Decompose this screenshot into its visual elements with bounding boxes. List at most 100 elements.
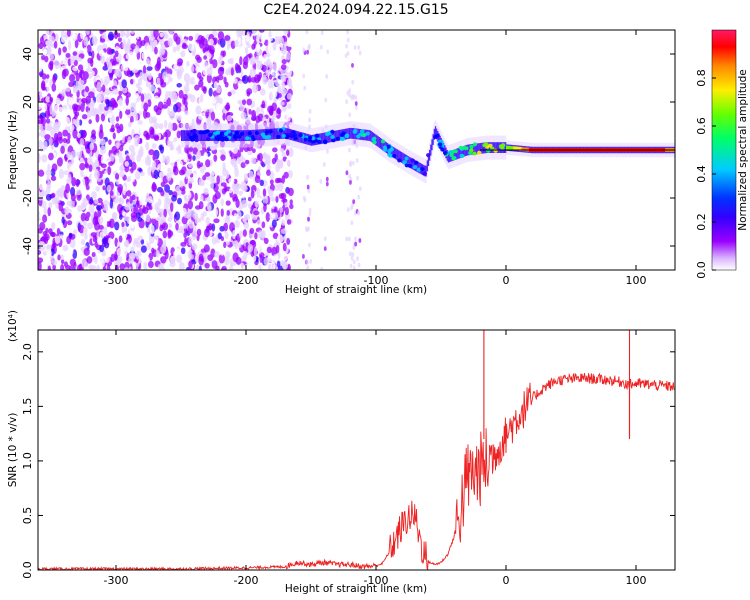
ridge-band — [298, 131, 300, 143]
noise-speckle — [307, 188, 311, 194]
noise-speckle — [196, 160, 201, 169]
noise-speckle — [67, 132, 71, 140]
noise-speckle — [194, 77, 200, 85]
noise-speckle — [47, 265, 52, 270]
noise-speckle — [56, 227, 61, 235]
noise-speckle — [242, 229, 247, 237]
noise-speckle — [228, 177, 235, 184]
noise-speckle — [86, 256, 93, 264]
noise-speckle — [352, 199, 356, 205]
noise-speckle — [163, 119, 168, 129]
noise-speckle — [42, 49, 48, 55]
noise-speckle — [180, 50, 186, 58]
noise-speckle — [210, 111, 216, 121]
noise-speckle — [131, 194, 136, 201]
ridge-band — [335, 130, 337, 142]
noise-speckle — [99, 138, 106, 146]
noise-speckle — [249, 239, 256, 246]
ridge-band — [328, 131, 330, 143]
noise-speckle — [136, 200, 140, 206]
noise-speckle — [145, 141, 150, 151]
noise-speckle — [271, 262, 276, 270]
noise-speckle — [187, 177, 194, 184]
noise-speckle — [38, 42, 44, 50]
noise-speckle — [177, 144, 182, 154]
ridge-blob — [412, 165, 418, 170]
ridge-band — [454, 149, 457, 160]
noise-speckle — [284, 201, 289, 208]
noise-speckle — [171, 234, 176, 243]
noise-speckle — [283, 235, 287, 242]
ridge-blob — [216, 137, 221, 142]
noise-speckle — [130, 172, 136, 183]
noise-speckle — [114, 221, 120, 231]
noise-speckle — [95, 114, 100, 123]
noise-speckle — [147, 166, 152, 176]
noise-speckle — [38, 140, 44, 149]
noise-speckle — [286, 219, 292, 225]
noise-speckle — [38, 131, 41, 137]
noise-speckle — [348, 147, 351, 153]
noise-speckle — [192, 155, 196, 161]
ridge-band — [181, 130, 183, 141]
noise-speckle — [184, 31, 190, 37]
noise-speckle — [113, 107, 120, 117]
noise-speckle — [230, 40, 236, 50]
ridge-band — [479, 143, 481, 154]
noise-speckle — [171, 90, 177, 96]
noise-speckle — [307, 216, 310, 222]
noise-speckle — [182, 93, 188, 101]
noise-speckle — [97, 197, 103, 204]
noise-speckle — [259, 179, 265, 187]
noise-speckle — [49, 53, 54, 61]
noise-speckle — [38, 153, 41, 163]
noise-speckle — [122, 211, 127, 217]
ridge-core — [513, 146, 515, 151]
noise-speckle — [357, 45, 361, 50]
noise-speckle — [69, 247, 74, 256]
noise-speckle — [38, 180, 44, 191]
noise-speckle — [51, 163, 58, 172]
noise-speckle — [308, 242, 311, 248]
ridge-blob — [416, 167, 422, 172]
noise-speckle — [134, 170, 141, 180]
noise-speckle — [154, 235, 159, 245]
noise-speckle — [94, 198, 99, 205]
noise-speckle — [48, 216, 54, 222]
noise-speckle — [256, 187, 260, 197]
ridge-blob — [276, 134, 281, 139]
noise-speckle — [277, 92, 282, 98]
noise-speckle — [352, 259, 356, 265]
noise-speckle — [306, 174, 309, 180]
noise-speckle — [306, 184, 310, 190]
noise-speckle — [71, 155, 75, 165]
noise-speckle — [72, 66, 79, 72]
noise-speckle — [216, 85, 222, 94]
snr-y-scale-label: (x10⁴) — [7, 310, 19, 342]
noise-speckle — [272, 254, 279, 262]
noise-speckle — [42, 164, 47, 172]
noise-speckle — [357, 262, 361, 268]
noise-speckle — [262, 188, 267, 197]
ridge-band — [351, 128, 354, 139]
noise-speckle — [41, 154, 48, 163]
ridge-band — [453, 149, 455, 161]
noise-speckle — [276, 159, 284, 170]
x-tick-label: -300 — [104, 574, 129, 587]
noise-speckle — [180, 207, 187, 216]
noise-speckle — [114, 172, 120, 180]
noise-speckle — [47, 43, 51, 54]
noise-speckle — [241, 199, 248, 209]
noise-speckle — [39, 112, 47, 118]
noise-speckle — [346, 37, 350, 43]
noise-speckle — [62, 129, 69, 137]
noise-speckle — [135, 101, 142, 111]
noise-speckle — [184, 237, 188, 245]
noise-speckle — [194, 254, 200, 263]
noise-speckle — [258, 30, 265, 33]
noise-speckle — [250, 157, 257, 165]
noise-speckle — [124, 266, 129, 270]
ridge-blob — [278, 128, 284, 133]
noise-speckle — [145, 192, 150, 203]
noise-speckle — [119, 263, 125, 270]
